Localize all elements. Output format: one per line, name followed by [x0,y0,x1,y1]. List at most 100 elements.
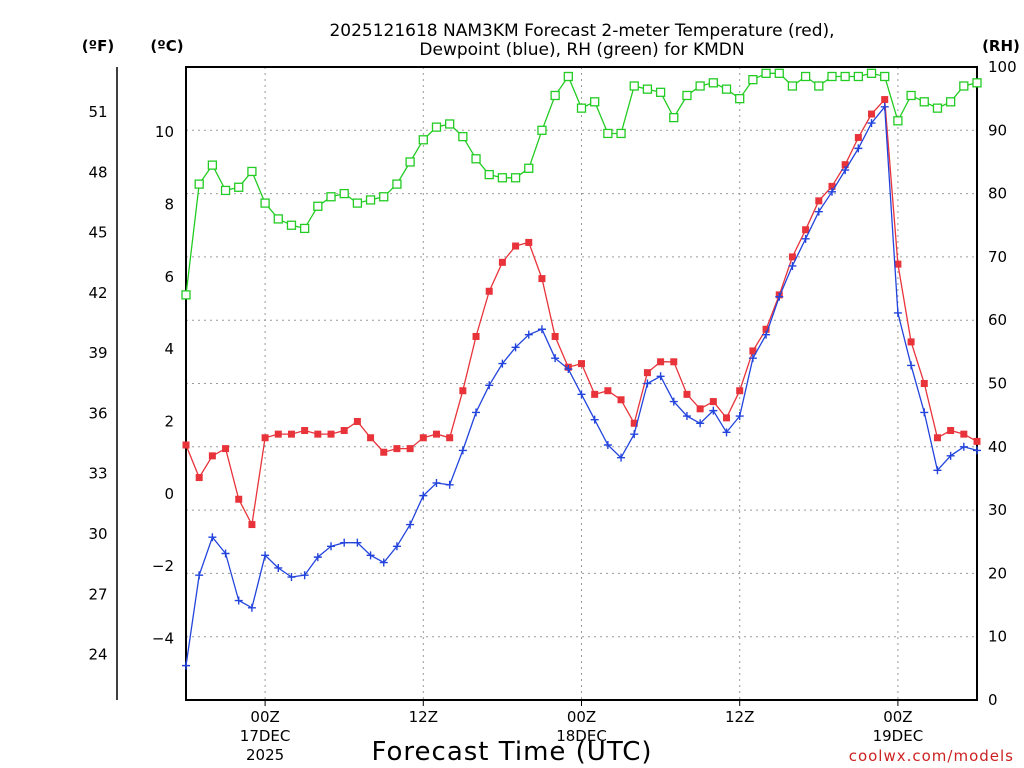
temperature-point [498,258,506,266]
rh-point [774,68,784,78]
temperature-point [314,430,322,438]
dewpoint-point [537,325,546,334]
rh-point [655,87,666,97]
temperature-point [841,161,849,169]
temperature-point [485,287,493,295]
x-tick-label: 00Z [567,708,596,726]
rh-point [392,179,402,189]
dewpoint-point [445,480,454,489]
tick-labels: −4−2024681024273033363942454851010203040… [88,58,1016,764]
temperature-point [551,332,559,340]
rh-point [748,75,758,85]
temperature-point [933,434,941,442]
temperature-point [327,430,335,438]
temperature-point [868,110,876,118]
rh-point [932,103,943,113]
rh-point [418,135,428,145]
rh-point [247,166,257,177]
temperature-point [670,358,678,366]
temperature-point [261,434,269,442]
rh-point [405,157,415,167]
dewpoint-point [208,533,217,542]
fahrenheit-tick-label: 30 [88,525,107,543]
x-tick-label: 12Z [725,708,754,726]
dewpoint-point [274,563,283,572]
rh-point [840,71,850,82]
fahrenheit-tick-label: 33 [88,465,107,483]
rh-point [313,201,323,211]
dewpoint-point [775,292,784,301]
rh-point [682,90,692,101]
temperature-point [881,96,889,104]
temperature-point [340,427,348,435]
rh-point [220,185,231,196]
temperature-point [973,437,981,445]
temperature-point [274,430,282,438]
rh-point [919,97,929,107]
temperature-point [419,434,427,442]
dewpoint-point [524,330,533,339]
rh-point [471,154,481,164]
dewpoint-point [247,603,256,612]
fahrenheit-tick-label: 45 [88,224,107,242]
chart-title-line-2: Dewpoint (blue), RH (green) for KMDN [419,40,744,60]
rh-point [339,188,349,199]
dewpoint-point [907,361,916,370]
x-axis-title: Forecast Time (UTC) [371,737,652,767]
dewpoint-point [893,308,902,317]
temperature-point [854,134,862,142]
dewpoint-point [630,430,639,439]
temperature-point [512,242,520,250]
rh-point [379,192,389,202]
rh-point [458,131,468,142]
x-tick-label: 00Z [883,708,912,726]
temperature-point [749,347,757,355]
rh-point [669,112,679,123]
rh-point [893,116,903,126]
dewpoint-point [498,359,507,368]
rh-point [945,97,956,107]
dewpoint-point [327,542,336,551]
dewpoint-point [867,119,876,128]
rh-series [181,68,982,300]
rh-tick-label: 80 [988,185,1007,203]
temperature-point [683,390,691,398]
temperature-point [960,430,968,438]
temperature-point [208,452,216,460]
dewpoint-point [195,571,204,580]
rh-point [695,81,705,91]
rh-point [708,78,718,88]
dewpoint-point [748,354,757,363]
celsius-tick-label: −4 [152,630,174,648]
dewpoint-point [854,144,863,153]
rh-point [576,103,587,113]
celsius-tick-label: 0 [164,485,174,503]
temperature-point [643,369,651,377]
temperature-point [947,427,955,435]
rh-point [510,173,521,183]
rh-point [959,81,969,91]
rh-point [286,220,297,230]
dewpoint-point [827,187,836,196]
dewpoint-point [682,412,691,421]
temperature-point [578,360,585,368]
dewpoint-point [300,571,309,580]
celsius-axis-unit: (ºC) [150,37,183,55]
rh-point [234,182,244,192]
dewpoint-point [366,551,375,560]
rh-point [181,290,191,300]
temperature-point [222,445,230,453]
fahrenheit-tick-label: 39 [88,344,107,362]
rh-point [484,169,494,180]
dewpoint-point [432,478,441,487]
dewpoint-point [643,379,652,388]
rh-point [207,160,218,170]
rh-point [761,68,771,78]
fahrenheit-tick-label: 48 [88,163,107,181]
grid-lines [186,67,977,700]
x-tick-date-label: 18DEC [556,727,607,745]
temperature-point [367,434,375,442]
temperature-point [393,445,401,453]
celsius-tick-label: 6 [164,268,174,286]
x-tick-date-label: 17DEC [240,727,291,745]
